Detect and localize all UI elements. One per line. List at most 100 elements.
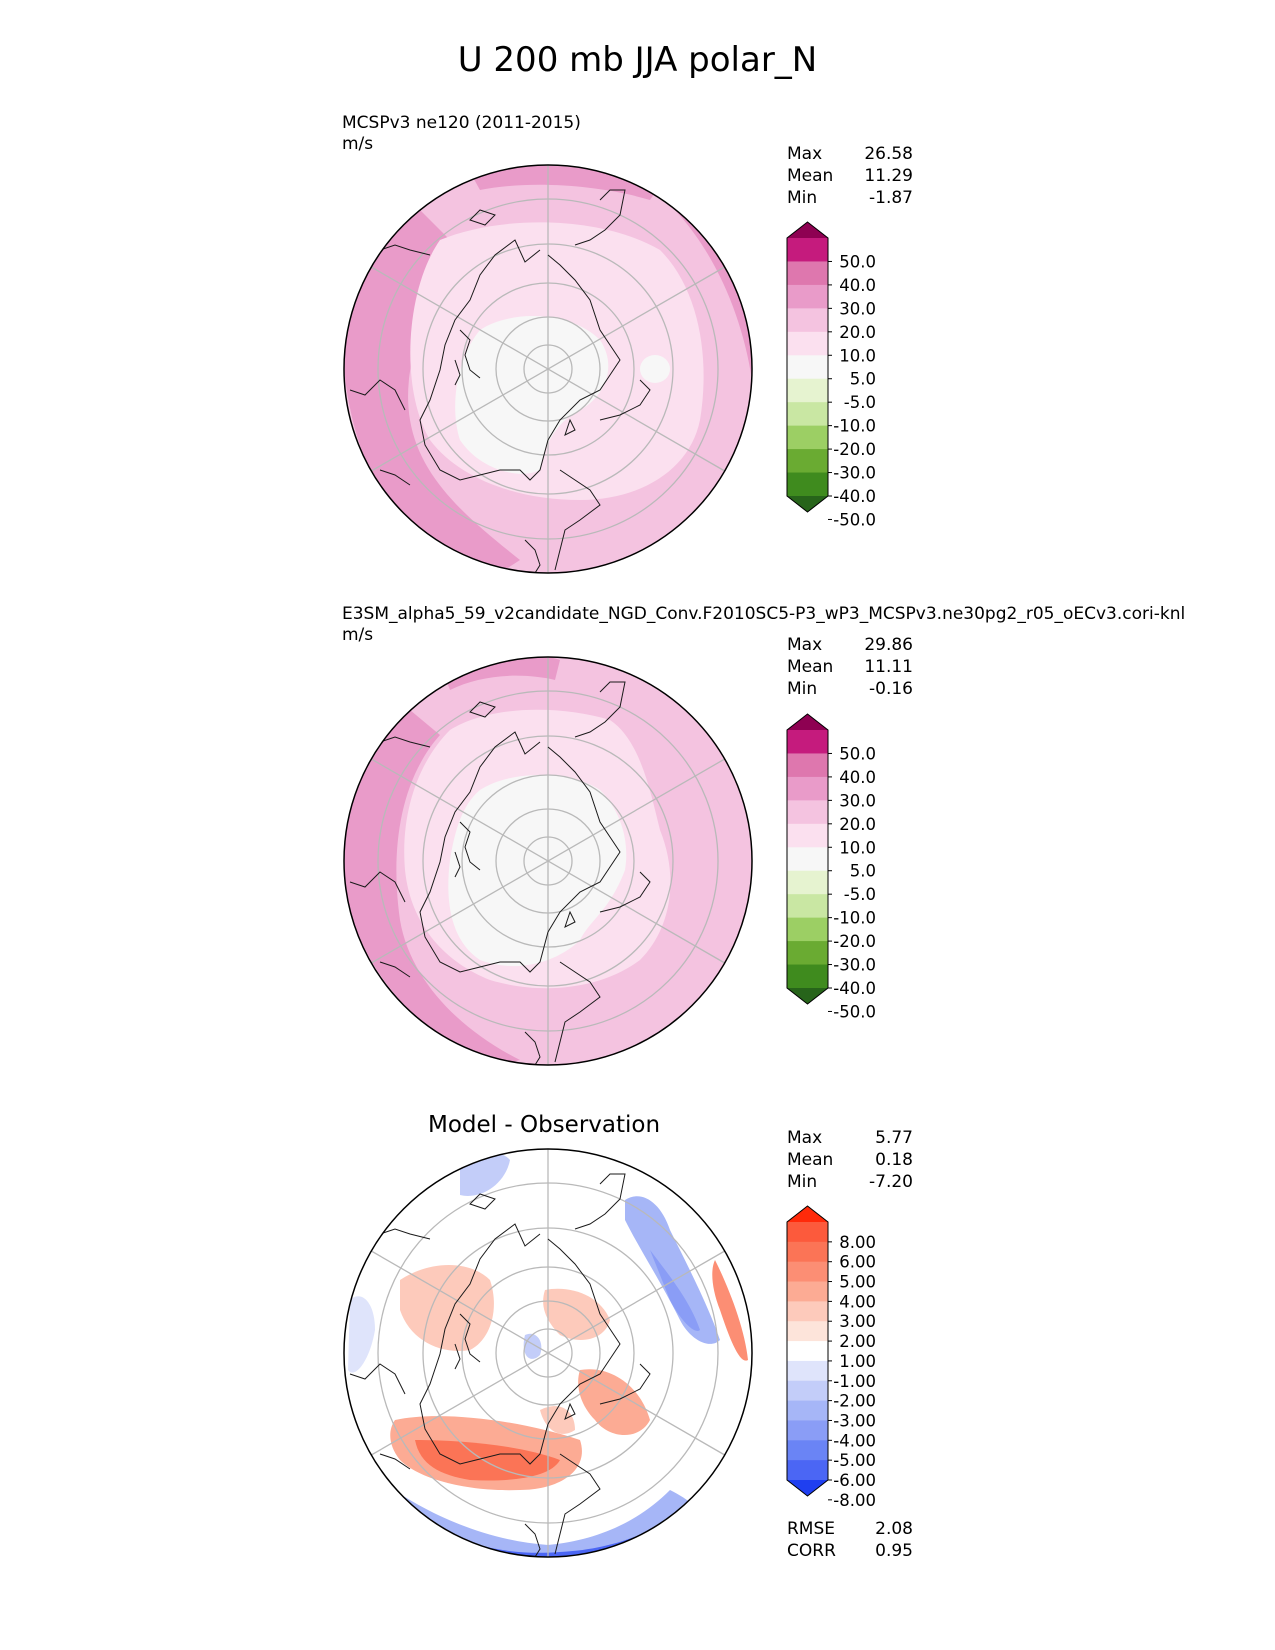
panel-3-field-blue-east [625,1196,720,1344]
colorbar-tick-label: 5.0 [850,862,876,881]
colorbar-swatch [787,425,828,450]
colorbar-swatch [787,1321,828,1342]
colorbar-swatch [787,284,828,309]
colorbar-outline [786,221,829,513]
panel-2-units: m/s [342,625,374,645]
colorbar-swatch [787,449,828,474]
colorbar-tick-label: 50.0 [839,252,876,271]
colorbar-tick-label: -20.0 [833,932,876,951]
panel-3-metric-value: 2.08 [875,1519,913,1539]
panel-3-metric-rmse: RMSE 2.08 [787,1518,913,1540]
colorbar-extend-top [787,222,828,238]
panel-1-stat-mean: Mean 11.29 [787,165,913,187]
panel-2-colorbar: 50.0 40.0 30.0 20.0 10.0 5.0 -5.0 -10.0 -20.0 -30… [786,713,876,1021]
colorbar-tick-label: 6.00 [839,1253,876,1272]
colorbar-swatch [787,1301,828,1322]
colorbar-tick-label: 1.00 [839,1352,876,1371]
panel-2-stat-label: Min [787,679,818,699]
colorbar-tick-label: 10.0 [839,838,876,857]
colorbar-extend-top [787,714,828,730]
colorbar-swatch [787,1241,828,1263]
colorbar-swatch [787,917,828,942]
colorbar-swatch [787,1380,828,1402]
panel-3-stats: Max 5.77 Mean 0.18 Min -7.20 [787,1127,913,1193]
colorbar-swatch [787,1281,828,1302]
colorbar-swatch [787,964,828,989]
colorbar-tick-label: -2.00 [833,1392,876,1411]
panel-3-stat-mean: Mean 0.18 [787,1149,913,1171]
colorbar-tick-label: 3.00 [839,1312,876,1331]
colorbar-tick-label: 5.00 [839,1273,876,1292]
colorbar-swatch [787,941,828,966]
panel-3-stat-value: 0.18 [875,1150,913,1170]
panel-3-coastlines [349,1173,651,1557]
colorbar-outline [786,1205,829,1497]
colorbar-tick-label: -3.00 [833,1411,876,1430]
panel-1-graticule [370,165,726,573]
panel-3-stat-label: Min [787,1172,818,1192]
colorbar-tick-label: -6.00 [833,1471,876,1490]
colorbars: 50.0 40.0 30.0 20.0 10.0 5.0 -5.0 -10.0 -20.0 -30… [786,221,876,1510]
panel-2-stat-label: Max [787,635,823,655]
colorbar-swatch [787,1440,828,1461]
panel-3-map-border [343,1148,753,1558]
colorbar-swatch [787,1420,828,1441]
panel-2-stat-max: Max 29.86 [787,634,913,656]
colorbar-tick-label: -50.0 [833,1002,876,1021]
panel-1-stat-value: 11.29 [864,166,913,186]
panel-1-stat-min: Min -1.87 [787,187,913,209]
panel-1-stat-value: 26.58 [864,144,913,164]
panel-3-stat-value: 5.77 [875,1128,913,1148]
panel-1-stat-max: Max 26.58 [787,143,913,165]
panel-2-stat-value: 29.86 [864,635,913,655]
colorbar-swatch [787,800,828,825]
panel-1-map-border [343,164,753,574]
colorbar-tick-label: 20.0 [839,815,876,834]
colorbar-swatch [787,753,828,778]
panel-1-stats: Max 26.58 Mean 11.29 Min -1.87 [787,143,913,209]
colorbar-extend-bottom [787,1480,828,1496]
panel-3-title: Model - Observation [428,1112,661,1138]
colorbar-swatch [787,1400,828,1421]
panel-2-name: E3SM_alpha5_59_v2candidate_NGD_Conv.F201… [342,604,1186,624]
panel-3-field-red-west [400,1265,494,1351]
panel-2-graticule [370,657,726,1065]
colorbar-extend-bottom [787,988,828,1004]
colorbar-tick-label: 10.0 [839,346,876,365]
panel-3-field-red-east [712,1260,748,1361]
colorbar-tick-label: -10.0 [833,417,876,436]
panel-1-stat-label: Mean [787,166,834,186]
panel-1-field-spot [640,355,670,383]
colorbar-tick-label: 8.00 [839,1233,876,1252]
panel-3-metric-value: 0.95 [875,1541,913,1561]
panel-3-metrics: RMSE 2.08 CORR 0.95 [787,1518,913,1562]
colorbar-swatch [787,1341,828,1362]
panel-3-metric-label: RMSE [787,1519,836,1539]
colorbar-tick-label: 30.0 [839,791,876,810]
colorbar-swatch [787,776,828,801]
panel-1-colorbar: 50.0 40.0 30.0 20.0 10.0 5.0 -5.0 -10.0 -20.0 -30… [786,221,876,529]
panel-2-stat-value: 11.11 [864,657,913,677]
panel-3-stat-max: Max 5.77 [787,1127,913,1149]
colorbar-tick-label: -4.00 [833,1431,876,1450]
colorbar-tick-label: 5.0 [850,370,876,389]
colorbar-tick-label: 50.0 [839,744,876,763]
panel-2-field-band-west [344,710,520,1065]
colorbar-tick-label: 40.0 [839,768,876,787]
colorbar-tick-label: 2.00 [839,1332,876,1351]
colorbar-swatch [787,402,828,427]
panel-3-metric-corr: CORR 0.95 [787,1540,913,1562]
colorbar-swatch [787,238,828,262]
panel-1-name: MCSPv3 ne120 (2011-2015) [342,113,581,133]
colorbar-tick-label: -30.0 [833,956,876,975]
colorbar-swatch [787,847,828,872]
colorbar-outline [786,713,829,1005]
colorbar-swatch [787,378,828,403]
colorbar-tick-label: -5.00 [833,1451,876,1470]
colorbar-tick-label: -5.0 [844,393,876,412]
panel-1-field-core [455,316,609,474]
colorbar-tick-label: 4.00 [839,1292,876,1311]
panel-3-field-blue-west [348,1296,375,1373]
colorbar-tick-label: -1.00 [833,1372,876,1391]
